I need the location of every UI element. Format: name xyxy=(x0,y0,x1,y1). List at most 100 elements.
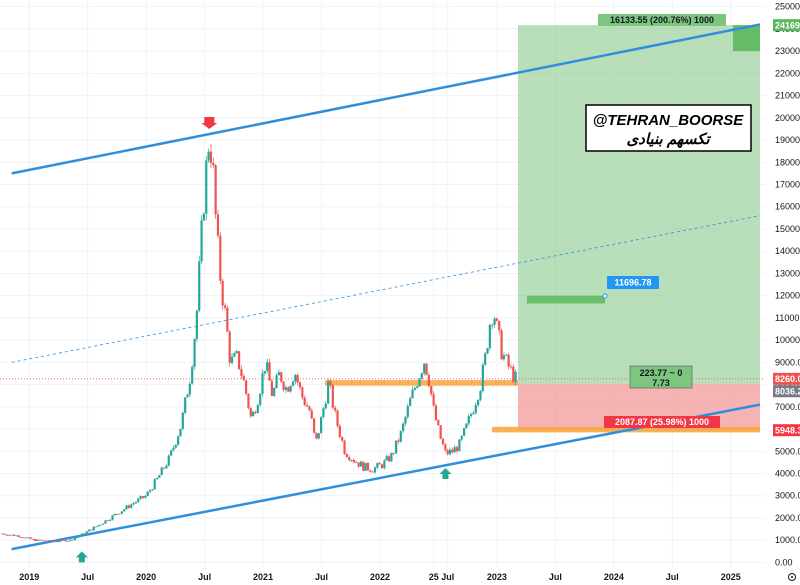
candle-body xyxy=(322,408,325,418)
candle-body xyxy=(181,412,184,429)
candle-body xyxy=(69,539,72,541)
y-tick-label: 20000.00 xyxy=(775,113,800,123)
profit-zone xyxy=(517,25,760,384)
candle-body xyxy=(169,450,173,456)
y-tick-label: 5000.00 xyxy=(775,446,800,456)
candle-body xyxy=(477,399,480,406)
candle-body xyxy=(235,351,238,354)
candle-body xyxy=(151,489,154,491)
candle-body xyxy=(191,366,194,384)
candle-body xyxy=(495,318,498,321)
settings-gear-icon[interactable] xyxy=(788,573,796,581)
candle-body xyxy=(202,213,206,221)
y-tick-label: 2000.00 xyxy=(775,513,800,523)
candle-body xyxy=(230,356,234,363)
candle-body xyxy=(312,418,316,433)
price-axis-tags: 24169 8260.0 8036.2 5948.3 xyxy=(773,19,800,437)
candle-body xyxy=(50,540,53,542)
y-tick-label: 18000.00 xyxy=(775,157,800,167)
candle-body xyxy=(102,523,105,525)
candle-body xyxy=(137,498,140,503)
candle-body xyxy=(486,348,489,354)
x-tick-label: 2022 xyxy=(370,572,390,582)
candle-body xyxy=(240,368,243,376)
candle-body xyxy=(43,540,46,542)
candle-body xyxy=(62,539,65,541)
channel-upper-line xyxy=(11,23,761,175)
candle-body xyxy=(55,541,58,543)
candle-body xyxy=(404,416,407,424)
candle-body xyxy=(158,475,161,478)
candle-body xyxy=(357,462,360,467)
candle-body xyxy=(177,436,180,445)
candle-body xyxy=(296,375,299,383)
trend-channel xyxy=(11,23,761,551)
candle-body xyxy=(327,381,330,404)
candle-body xyxy=(144,495,147,498)
candle-body xyxy=(460,435,463,440)
candle-body xyxy=(90,529,93,531)
candle-body xyxy=(308,406,311,411)
candle-body xyxy=(305,405,309,407)
candle-body xyxy=(24,537,27,539)
candle-body xyxy=(491,324,494,326)
candle-body xyxy=(434,405,438,421)
candle-body xyxy=(249,407,252,417)
resistance-zone xyxy=(325,380,518,386)
candle-body xyxy=(338,425,341,438)
candle-body xyxy=(73,538,77,541)
candle-body xyxy=(303,397,306,406)
candle-body xyxy=(5,534,9,536)
candle-body xyxy=(352,459,356,463)
candle-body xyxy=(256,405,259,413)
candle-body xyxy=(45,540,48,542)
candle-body xyxy=(252,411,255,417)
candle-body xyxy=(216,214,220,236)
time-axis[interactable]: 2019 Jul 2020 Jul 2021 Jul 2022 25 Jul 2023 Jul 202… xyxy=(0,568,765,585)
candle-body xyxy=(392,453,395,454)
candle-body xyxy=(29,537,32,539)
candle-body xyxy=(179,428,182,437)
candle-body xyxy=(132,503,135,505)
candle-body xyxy=(507,354,510,367)
candle-body xyxy=(94,526,98,528)
candle-body xyxy=(109,519,112,521)
candle-body xyxy=(437,420,440,426)
candle-body xyxy=(15,535,18,537)
candle-body xyxy=(167,455,170,466)
candle-body xyxy=(162,467,166,469)
y-tick-label: 16000.00 xyxy=(775,202,800,212)
candle-body xyxy=(287,387,290,392)
price-tag-stop-bg xyxy=(773,424,800,437)
candle-body xyxy=(369,470,372,472)
candle-body xyxy=(420,373,423,379)
candle-body xyxy=(80,533,84,536)
candle-body xyxy=(291,381,295,386)
candle-body xyxy=(385,456,388,461)
y-tick-label: 21000.00 xyxy=(775,91,800,101)
candle-body xyxy=(479,390,482,400)
candle-body xyxy=(27,537,30,539)
y-tick-label: 17000.00 xyxy=(775,180,800,190)
candle-body xyxy=(390,453,393,462)
candle-body xyxy=(315,432,318,439)
candle-body xyxy=(19,537,23,538)
candle-body xyxy=(87,529,91,532)
watermark-box: @TEHRAN_BOORSE تکسهم بنیادی xyxy=(585,104,752,152)
candle-body xyxy=(127,505,131,508)
candle-body xyxy=(22,537,25,539)
price-axis[interactable]: 25000.0024000.0023000.0022000.0021000.00… xyxy=(765,0,800,585)
candle-body xyxy=(270,380,273,396)
candle-body xyxy=(376,463,379,468)
y-tick-label: 23000.00 xyxy=(775,46,800,56)
candle-body xyxy=(8,534,11,536)
candle-body xyxy=(334,407,337,411)
candle-body xyxy=(36,539,39,542)
candle-body xyxy=(310,410,313,419)
candle-body xyxy=(406,405,409,417)
candle-body xyxy=(458,439,461,452)
candle-body xyxy=(209,151,213,163)
candle-body xyxy=(221,280,224,306)
y-tick-label: 25000.00 xyxy=(775,2,800,12)
